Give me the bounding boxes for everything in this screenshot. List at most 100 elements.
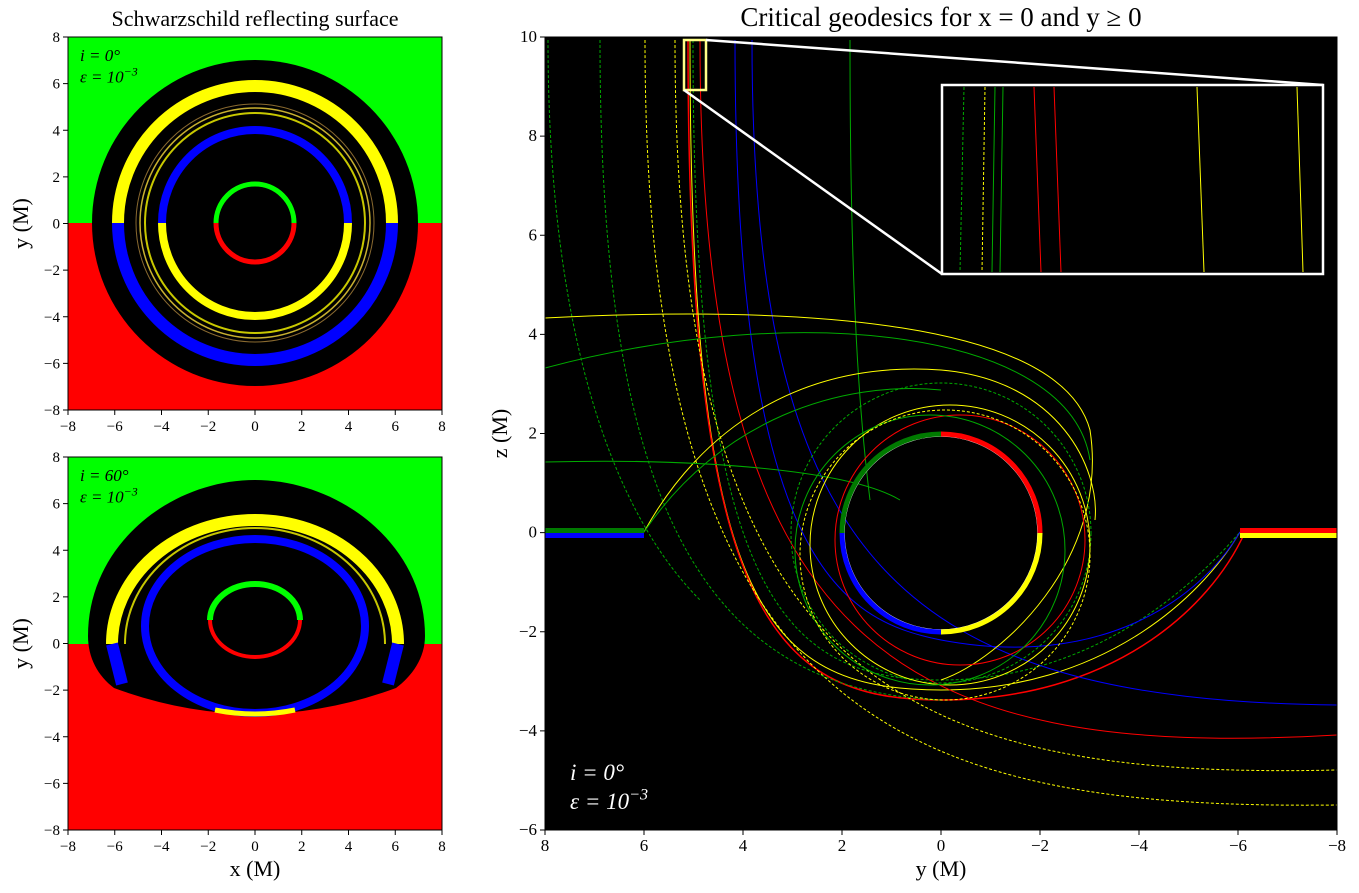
inset-line	[1053, 86, 1062, 273]
inset-line	[1196, 86, 1205, 273]
ring	[124, 527, 386, 645]
inclination-label: i = 0°	[570, 760, 624, 785]
y-tick-label: 4	[53, 123, 61, 139]
ring	[144, 112, 366, 334]
geodesic	[599, 39, 942, 701]
inset-line	[991, 86, 996, 273]
zoom-inset	[940, 83, 1325, 276]
geodesic	[545, 460, 901, 501]
x-tick-label: −2	[1031, 836, 1049, 855]
inset-line	[1033, 86, 1042, 273]
x-tick-label: 6	[392, 419, 400, 435]
ring	[139, 107, 371, 339]
surface-quadrant	[940, 431, 1043, 534]
ring	[207, 581, 303, 621]
surface-quadrant	[839, 532, 942, 635]
inset-line	[999, 86, 1004, 273]
y-tick-label: 8	[529, 126, 538, 145]
y-tick-label: −6	[44, 776, 60, 792]
y-tick-label: 6	[529, 225, 538, 244]
x-tick-label: 6	[640, 836, 649, 855]
geodesic	[734, 39, 1241, 648]
x-tick-label: −2	[200, 839, 216, 855]
y-tick-label: 8	[53, 450, 61, 466]
y-axis-label: y (M)	[8, 198, 33, 249]
epsilon-exponent: −3	[629, 787, 648, 804]
x-tick-label: −8	[60, 419, 76, 435]
y-tick-label: −6	[44, 356, 60, 372]
y-tick-label: 0	[53, 637, 61, 653]
y-tick-label: −4	[44, 310, 60, 326]
x-tick-label: 4	[739, 836, 748, 855]
inset-lines	[959, 86, 1304, 273]
geodesic	[545, 313, 1093, 681]
ring	[135, 103, 375, 343]
surface-quadrant	[839, 431, 942, 534]
zoom-region	[682, 38, 708, 92]
x-tick-label: 2	[838, 836, 847, 855]
y-tick-label: 6	[53, 77, 61, 93]
source-bar	[545, 533, 644, 538]
y-axis-label: y (M)	[8, 618, 33, 669]
x-tick-label: 0	[251, 419, 259, 435]
x-axis-label: y (M)	[916, 856, 967, 881]
x-tick-label: 4	[345, 419, 353, 435]
x-tick-label: −4	[154, 419, 170, 435]
x-tick-label: −8	[1328, 836, 1346, 855]
orbit	[794, 414, 1066, 686]
y-tick-label: 4	[53, 543, 61, 559]
y-tick-label: 2	[529, 424, 538, 443]
y-tick-label: 0	[53, 217, 61, 233]
geodesic	[644, 39, 1337, 806]
y-tick-label: −6	[519, 820, 537, 839]
geodesic	[643, 368, 1096, 533]
x-tick-label: −2	[200, 419, 216, 435]
shadow-image	[68, 37, 442, 410]
orbit	[790, 382, 1092, 684]
y-tick-label: 2	[53, 590, 61, 606]
source-bar	[545, 528, 644, 533]
ring	[213, 181, 297, 224]
geodesic-image	[545, 37, 1337, 830]
epsilon-label: ε = 10−3	[570, 787, 648, 814]
x-tick-label: 0	[251, 839, 259, 855]
y-tick-label: −2	[519, 622, 537, 641]
y-tick-label: 2	[53, 170, 61, 186]
epsilon-label: ε = 10−3	[80, 484, 138, 506]
zoom-connector	[683, 88, 943, 276]
x-tick-label: −4	[154, 839, 170, 855]
x-tick-label: 8	[438, 839, 446, 855]
inclination-label: i = 60°	[80, 466, 129, 485]
x-tick-label: 4	[345, 839, 353, 855]
geodesic	[674, 39, 1337, 772]
inset-line	[981, 86, 986, 273]
inset-line	[959, 86, 965, 273]
epsilon-label: ε = 10−3	[80, 64, 138, 86]
geodesic	[643, 388, 942, 533]
axes-title: Critical geodesics for x = 0 and y ≥ 0	[740, 2, 1141, 32]
epsilon-base: ε = 10	[80, 67, 124, 86]
x-tick-label: −6	[1229, 836, 1247, 855]
y-tick-label: −8	[44, 403, 60, 419]
y-tick-label: 0	[529, 523, 538, 542]
ring	[158, 126, 352, 224]
x-tick-label: 8	[541, 836, 550, 855]
y-tick-label: −2	[44, 263, 60, 279]
ring	[106, 514, 404, 645]
inset-line	[1296, 86, 1304, 273]
x-tick-label: −6	[107, 419, 123, 435]
epsilon-base: ε = 10	[570, 789, 630, 814]
ring	[106, 642, 404, 686]
epsilon-base: ε = 10	[80, 487, 124, 506]
x-tick-label: 2	[298, 839, 306, 855]
zoom-connector	[705, 38, 1324, 87]
y-tick-label: 4	[529, 324, 538, 343]
y-axis-label: z (M)	[487, 409, 512, 458]
shadow	[92, 60, 418, 386]
ring	[213, 222, 297, 265]
inclination-label: i = 0°	[80, 46, 120, 65]
y-tick-label: 8	[53, 30, 61, 46]
orbit	[799, 409, 1091, 701]
ring	[112, 222, 398, 366]
source-bar	[1240, 533, 1337, 538]
